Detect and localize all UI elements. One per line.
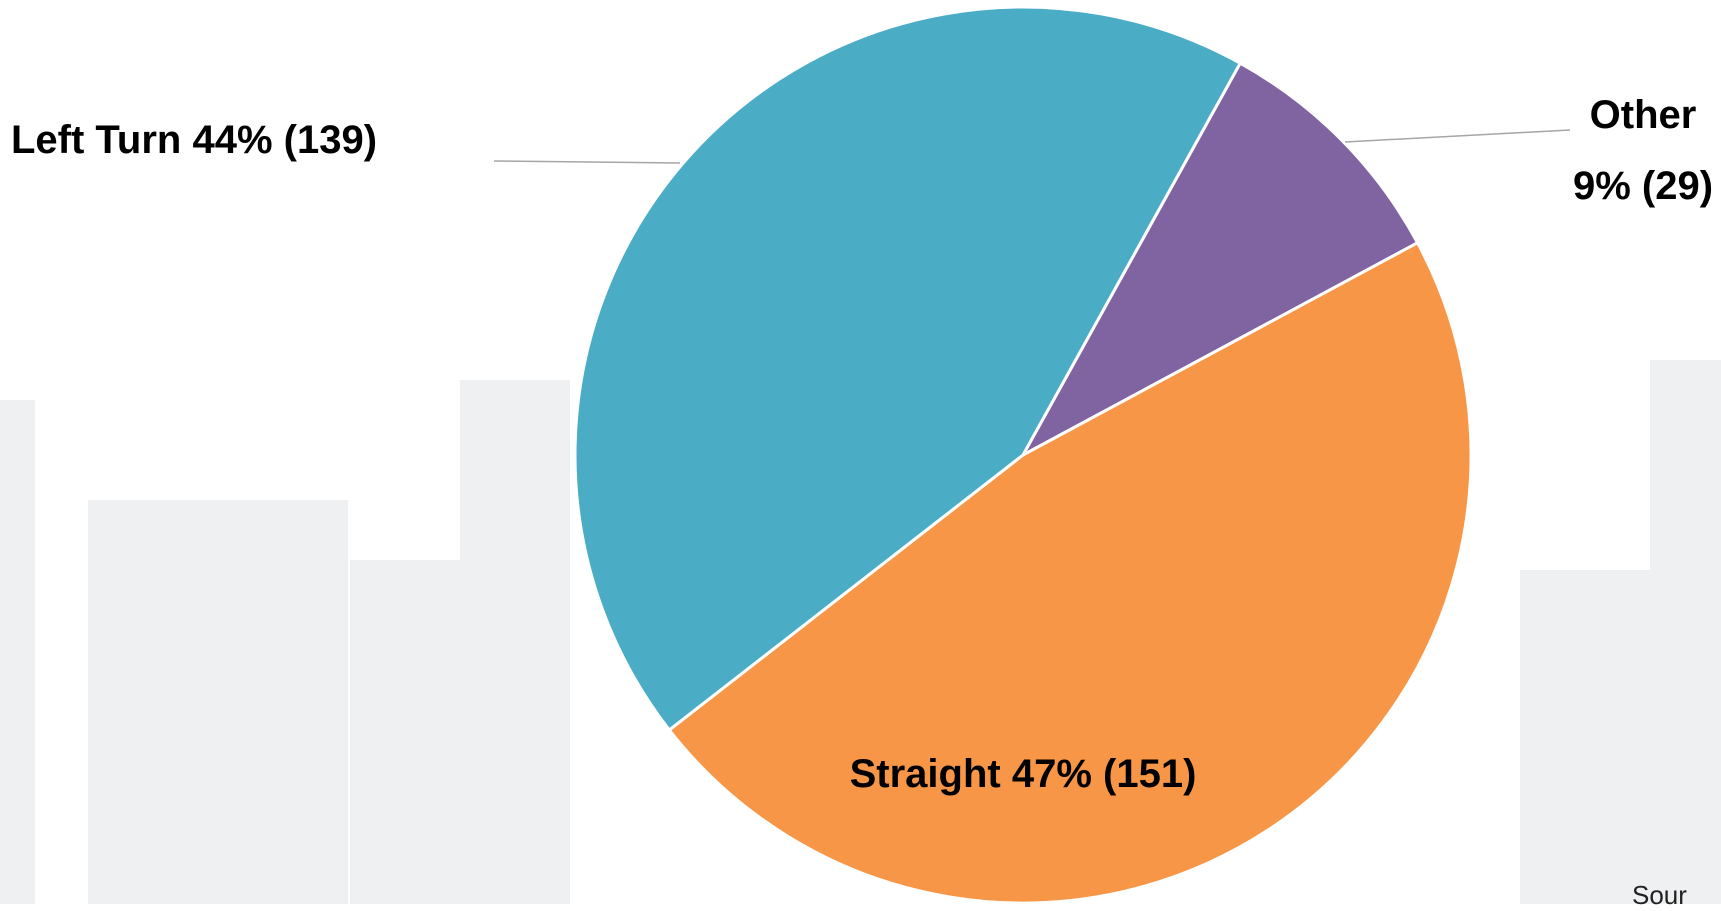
label-name: Other xyxy=(1589,93,1697,137)
label-value: 47% (151) xyxy=(1011,752,1197,796)
data-label: Straight 47% (151) xyxy=(850,752,1197,797)
source: Sour xyxy=(1632,880,1687,910)
leader-line xyxy=(493,160,681,164)
pie-slice xyxy=(573,5,1243,733)
background-skyline xyxy=(0,360,1721,904)
leader-line xyxy=(1344,129,1571,143)
label-name: Straight xyxy=(849,752,1001,796)
data-label: Other 9% (29) xyxy=(1568,80,1718,222)
label-name: Left Turn xyxy=(11,118,182,162)
label-value: 44% (139) xyxy=(192,118,378,162)
label-value: 9% (29) xyxy=(1572,164,1714,208)
data-label: Left Turn 44% (139) xyxy=(11,118,377,163)
pie xyxy=(573,5,1473,904)
pie-slice xyxy=(1019,61,1420,459)
pie-slice xyxy=(667,240,1473,904)
